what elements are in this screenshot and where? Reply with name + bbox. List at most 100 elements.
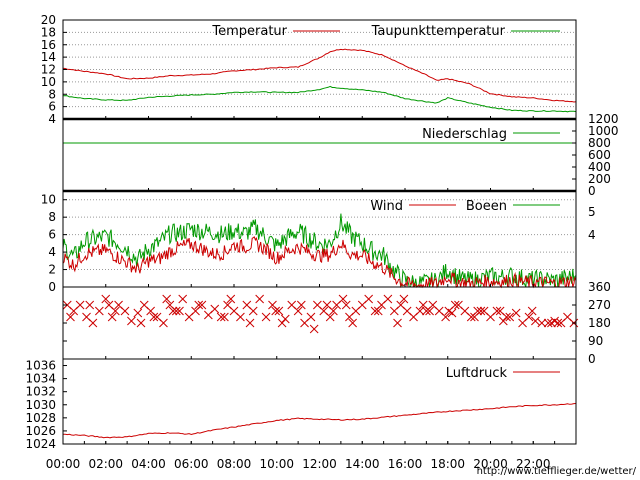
x-tick-label: 14:00 [345, 457, 380, 471]
wind-direction-point [133, 308, 143, 318]
wind-direction-cross-stroke [178, 294, 188, 304]
wind-direction-cross-stroke [242, 300, 252, 310]
wind-direction-cross-stroke [364, 294, 374, 304]
y2-tick-label: 0 [588, 352, 596, 366]
wind-direction-point [178, 294, 188, 304]
wind-direction-cross-stroke [245, 318, 255, 328]
y-tick-label: 1028 [25, 411, 56, 425]
panel-frame [62, 286, 577, 360]
wind-direction-cross-stroke [537, 318, 547, 328]
source-url[interactable]: http://www.tiefflieger.de/wetter/ [477, 466, 637, 477]
wind-direction-cross-stroke [348, 318, 357, 328]
wind-direction-cross-stroke [120, 306, 130, 316]
wind-direction-cross-stroke [136, 318, 146, 328]
wind-direction-point [101, 294, 111, 304]
x-tick-label: 04:00 [131, 457, 166, 471]
legend-label-boeen: Boeen [466, 199, 507, 214]
wind-direction-cross-stroke [111, 306, 120, 316]
wind-direction-cross-stroke [313, 300, 322, 310]
wind-direction-cross-stroke [543, 318, 553, 328]
wind-direction-cross-stroke [127, 316, 136, 326]
x-tick-label: 06:00 [174, 457, 209, 471]
y2-tick-label: 1200 [588, 112, 619, 126]
wind-direction-cross-stroke [216, 312, 226, 322]
y2-tick-label: 200 [588, 172, 611, 186]
wind-direction-cross-stroke [114, 300, 123, 310]
wind-direction-point [373, 306, 383, 316]
grid-layer [63, 31, 576, 271]
wind-direction-point [505, 312, 515, 322]
wind-direction-cross-stroke [428, 300, 438, 310]
y2-tick-label: 800 [588, 136, 611, 150]
wind-direction-cross-stroke [268, 300, 277, 310]
wind-direction-point [255, 294, 265, 304]
wind-direction-cross-stroke [139, 300, 149, 310]
y-tick-label: 14 [41, 50, 56, 64]
wind-direction-cross-stroke [280, 314, 290, 324]
wind-direction-cross-stroke [248, 306, 258, 316]
x-tick-label: 02:00 [88, 457, 123, 471]
legend-pressure: Luftdruck [446, 366, 560, 381]
wind-direction-point [168, 306, 178, 316]
wind-direction-cross-stroke [547, 318, 556, 328]
wind-direction-cross-stroke [133, 308, 143, 318]
x-tick-label: 18:00 [430, 457, 465, 471]
wind-direction-point [498, 316, 508, 326]
wind-direction-point [104, 300, 114, 310]
wind-direction-cross-stroke [502, 312, 511, 322]
legend-label-luftdruck: Luftdruck [446, 366, 508, 381]
wind-direction-point [220, 312, 229, 322]
wind-direction-cross-stroke [444, 306, 454, 316]
wind-direction-point [162, 294, 172, 304]
wind-direction-point [524, 312, 534, 322]
series-taupunkttemperatur [62, 85, 577, 113]
wind-direction-cross-stroke [373, 306, 383, 316]
y-tick-label: 1032 [25, 385, 56, 399]
y2-tick-label: 1000 [588, 124, 619, 138]
wind-direction-cross-stroke [399, 294, 409, 304]
y-tick-label: 12 [41, 63, 56, 77]
wind-direction-point [441, 312, 450, 322]
legend-label-wind: Wind [370, 199, 403, 214]
wind-direction-point [171, 306, 181, 316]
wind-direction-cross-stroke [473, 306, 483, 316]
wind-direction-cross-stroke [425, 306, 434, 316]
y-tick-label: 1024 [25, 437, 56, 451]
wind-direction-cross-stroke [524, 312, 534, 322]
wind-direction-point [348, 318, 357, 328]
wind-direction-cross-stroke [82, 312, 91, 322]
y2-tick-label: 0 [588, 184, 596, 198]
wind-direction-cross-stroke [329, 306, 338, 316]
series-luftdruck [62, 403, 577, 439]
wind-direction-cross-stroke [441, 312, 450, 322]
wind-direction-cross-stroke [309, 324, 319, 334]
y-tick-label: 8 [48, 210, 56, 224]
wind-direction-point [383, 294, 393, 304]
wind-direction-point [107, 312, 117, 322]
wind-direction-cross-stroke [527, 306, 537, 316]
wind-direction-cross-stroke [498, 316, 508, 326]
x-tick-label: 22:00 [516, 457, 551, 471]
wind-direction-cross-stroke [194, 300, 204, 310]
y-tick-label: 6 [48, 228, 56, 242]
wind-direction-cross-stroke [229, 306, 239, 316]
wind-direction-cross-stroke [383, 294, 393, 304]
y-tick-label: 1034 [25, 372, 56, 386]
wind-direction-cross-stroke [255, 294, 265, 304]
wind-direction-point [553, 318, 563, 328]
series-temperatur [62, 48, 577, 103]
wind-direction-point [338, 294, 348, 304]
wind-direction-point [543, 318, 553, 328]
wind-direction-cross-stroke [152, 312, 162, 322]
wind-direction-point [470, 312, 479, 322]
wind-direction-cross-stroke [159, 318, 168, 328]
wind-direction-cross-stroke [505, 312, 515, 322]
x-tick-label: 10:00 [259, 457, 294, 471]
wind-direction-cross-stroke [287, 300, 297, 310]
wind-direction-cross-stroke [168, 306, 178, 316]
wind-direction-cross-stroke [454, 300, 463, 310]
wind-direction-cross-stroke [210, 304, 220, 314]
wind-direction-cross-stroke [418, 300, 428, 310]
y-tick-label: 2 [48, 263, 56, 277]
y-tick-label: 0 [48, 280, 56, 294]
